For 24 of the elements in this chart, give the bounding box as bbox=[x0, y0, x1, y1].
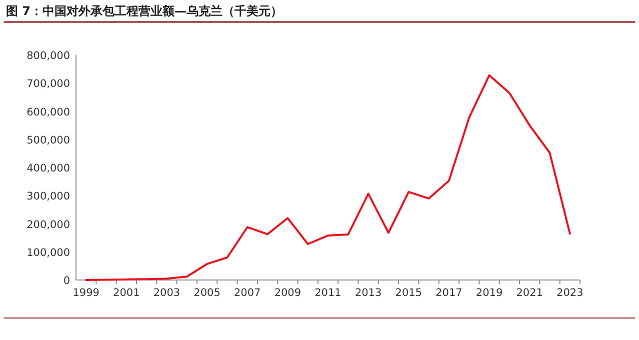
y-tick-label: 100,000 bbox=[26, 246, 70, 259]
x-tick-label: 2001 bbox=[113, 287, 140, 299]
x-tick-label: 2007 bbox=[234, 287, 261, 299]
x-tick-label: 2023 bbox=[556, 287, 584, 299]
y-tick-label: 800,000 bbox=[26, 50, 70, 62]
x-tick-label: 2021 bbox=[516, 287, 543, 299]
x-tick-label: 2019 bbox=[476, 287, 503, 299]
x-tick-label: 2011 bbox=[314, 287, 342, 299]
x-tick-label: 2015 bbox=[395, 287, 422, 299]
x-tick-label: 1999 bbox=[72, 287, 100, 299]
x-tick-label: 2013 bbox=[354, 287, 382, 299]
y-tick-label: 700,000 bbox=[26, 78, 70, 90]
x-tick-label: 2005 bbox=[194, 287, 220, 299]
y-tick-label: 200,000 bbox=[26, 218, 70, 231]
y-tick-label: 500,000 bbox=[26, 134, 70, 146]
x-tick-label: 2003 bbox=[153, 287, 180, 299]
y-tick-label: 600,000 bbox=[26, 106, 70, 118]
line-series bbox=[85, 74, 571, 281]
y-tick-label: 300,000 bbox=[26, 190, 70, 203]
x-tick-label: 2017 bbox=[436, 287, 462, 299]
y-tick-label: 0 bbox=[63, 275, 70, 287]
chart-title: 图 7：中国对外承包工程营业额—乌克兰（千美元） bbox=[6, 4, 283, 18]
x-tick-label: 2009 bbox=[274, 287, 302, 299]
y-tick-label: 400,000 bbox=[26, 162, 70, 174]
